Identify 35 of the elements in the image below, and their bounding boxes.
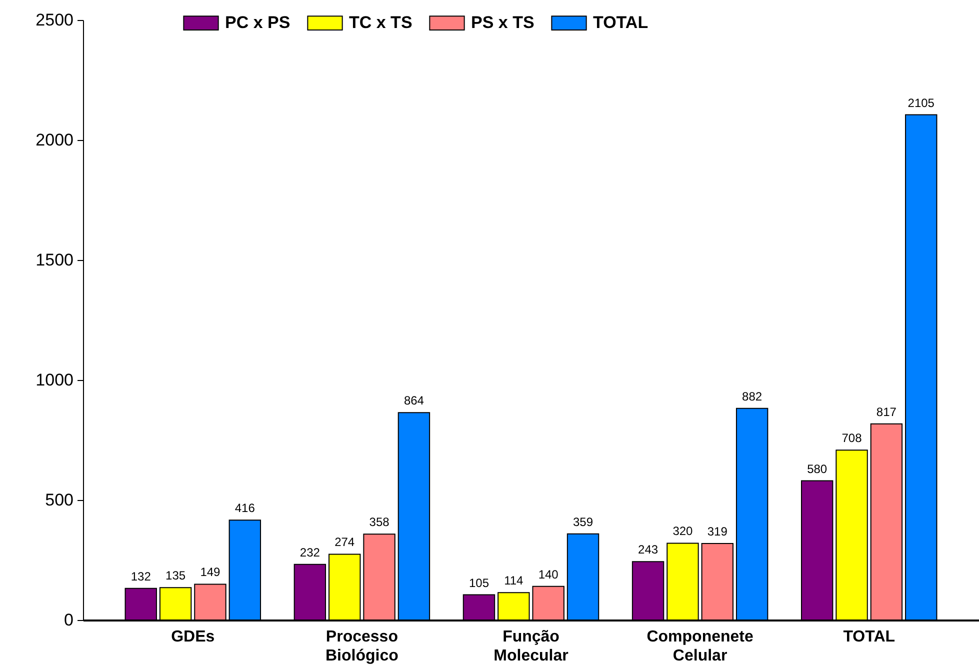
data-label: 320 bbox=[672, 524, 694, 538]
data-label: 319 bbox=[707, 524, 728, 538]
data-label: 149 bbox=[200, 565, 221, 580]
data-label: 2105 bbox=[908, 96, 935, 110]
y-tick-label: 1500 bbox=[36, 250, 74, 270]
data-label: 232 bbox=[300, 545, 320, 560]
data-label: 817 bbox=[876, 404, 897, 419]
x-tick-label: Componenete Celular bbox=[646, 628, 754, 664]
data-label: 708 bbox=[842, 431, 862, 446]
x-tick-label: TOTAL bbox=[843, 628, 896, 646]
data-label: 140 bbox=[538, 567, 559, 582]
legend-label: PC x PS bbox=[225, 13, 290, 32]
x-tick-label: Processo Biológico bbox=[326, 628, 399, 664]
data-label: 882 bbox=[742, 389, 762, 404]
data-label: 416 bbox=[234, 501, 256, 516]
data-label: 274 bbox=[334, 535, 355, 550]
data-label: 135 bbox=[166, 568, 186, 583]
y-tick-label: 0 bbox=[64, 610, 74, 630]
data-label: 132 bbox=[130, 569, 152, 584]
y-tick-label: 2000 bbox=[36, 130, 74, 150]
data-label: 359 bbox=[573, 514, 594, 529]
data-label: 864 bbox=[404, 394, 424, 408]
legend-label: TC x TS bbox=[349, 13, 412, 32]
x-tick-label: GDEs bbox=[171, 628, 215, 646]
x-tick-label: Função Molecular bbox=[494, 628, 568, 664]
data-label: 114 bbox=[504, 574, 524, 588]
data-label: 358 bbox=[369, 515, 390, 530]
y-tick-label: 1000 bbox=[36, 370, 74, 390]
data-label: 243 bbox=[638, 542, 658, 557]
data-label: 105 bbox=[468, 576, 490, 590]
data-label: 580 bbox=[807, 462, 828, 476]
y-tick-label: 2500 bbox=[36, 10, 74, 30]
legend-label: PS x TS bbox=[471, 13, 534, 32]
y-tick-label: 500 bbox=[45, 490, 74, 510]
legend-label: TOTAL bbox=[593, 13, 648, 32]
